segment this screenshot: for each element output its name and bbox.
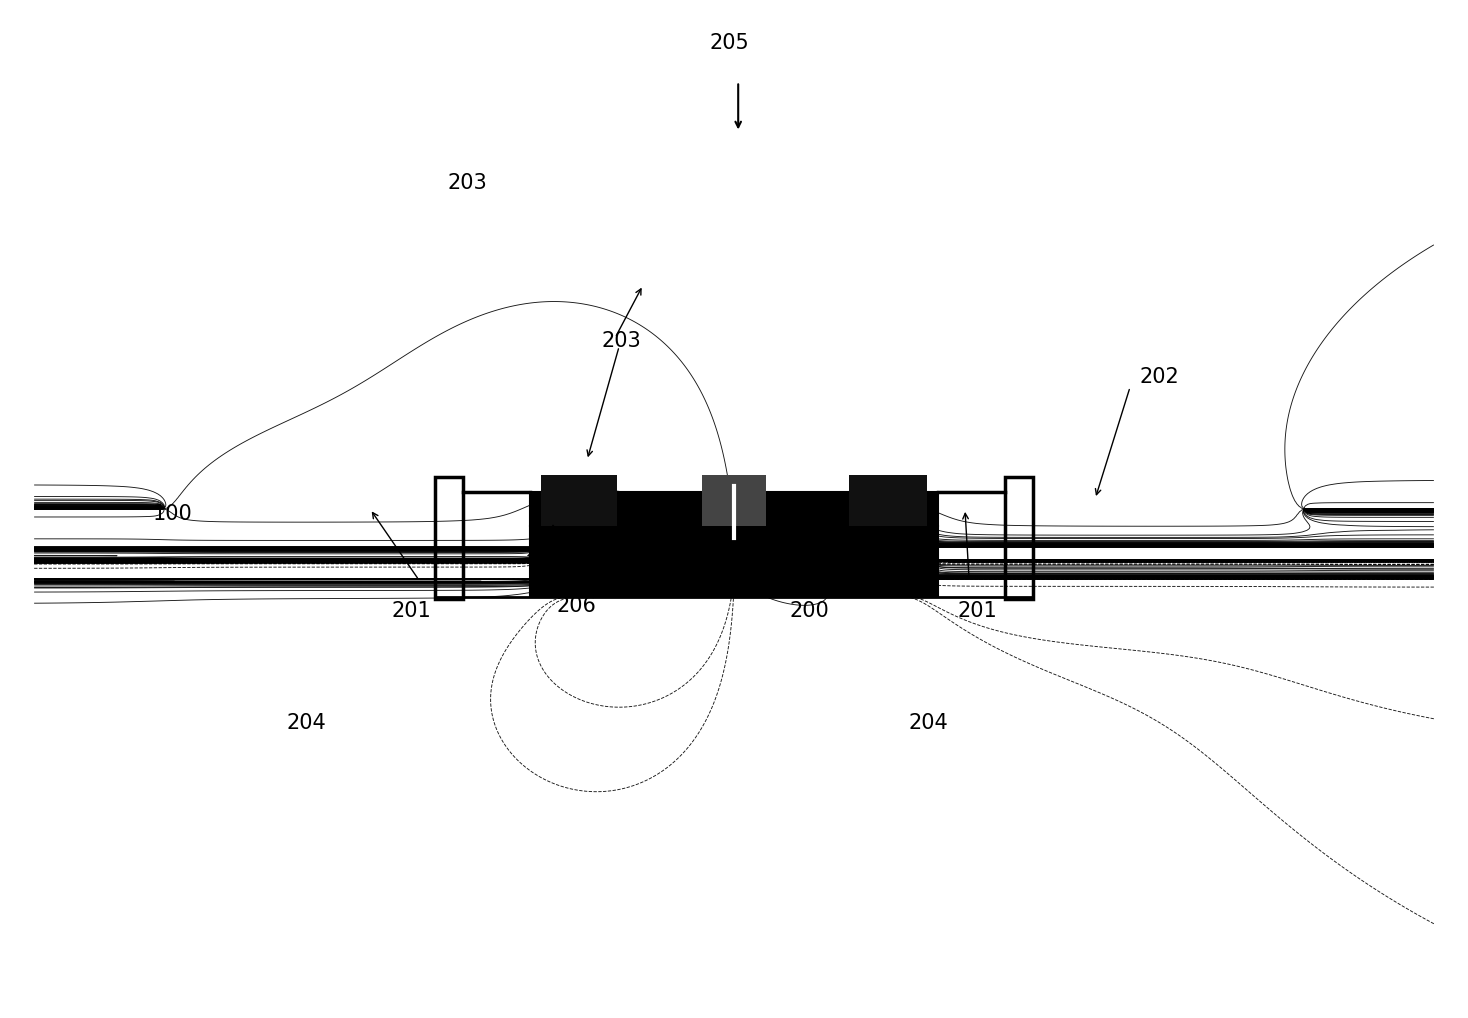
Text: 100: 100 (153, 504, 192, 524)
Text: 205: 205 (711, 33, 750, 53)
Text: 206: 206 (556, 596, 596, 616)
Text: 201: 201 (390, 601, 430, 621)
Bar (540, 474, 617, 525)
Bar (530, 525, 938, 596)
Bar (702, 474, 766, 525)
Bar (1006, 477, 1033, 600)
Bar (849, 474, 928, 525)
Bar (435, 477, 462, 600)
Text: 204: 204 (909, 713, 948, 733)
Text: 203: 203 (600, 331, 640, 351)
Text: 200: 200 (790, 601, 829, 621)
Text: 204: 204 (286, 713, 326, 733)
Text: 201: 201 (959, 601, 998, 621)
Bar (530, 493, 938, 525)
Text: 203: 203 (448, 173, 487, 193)
Text: 202: 202 (1141, 366, 1180, 387)
